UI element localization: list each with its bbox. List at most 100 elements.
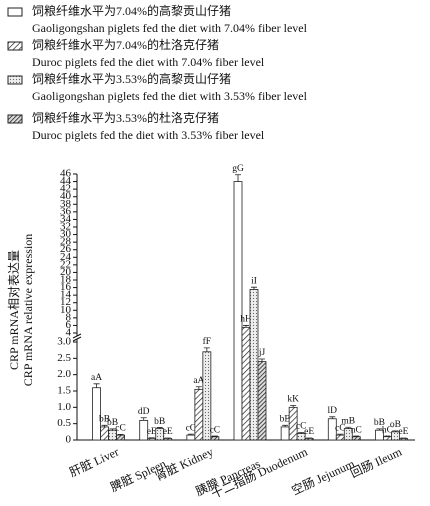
significance-label: bB: [374, 418, 385, 428]
significance-label: bB: [280, 414, 291, 424]
y-tick-label: 1.0: [57, 401, 71, 413]
error-bar: [392, 430, 399, 432]
legend-label: 饲粮纤维水平为7.04%的杜洛克仔猪: [32, 37, 219, 52]
bar: [163, 437, 173, 441]
y-tick-label: 26: [60, 243, 72, 255]
y-tick-label: 22: [60, 258, 71, 270]
y-tick-label: 2.0: [57, 368, 71, 380]
error-bar: [156, 427, 163, 429]
y-tick-label: 40: [60, 190, 72, 202]
significance-label: jJ: [258, 348, 266, 358]
legend-label: 饲粮纤维水平为3.53%的高黎贡山仔猪: [32, 71, 231, 86]
bar: [233, 181, 243, 441]
bar: [186, 434, 196, 441]
error-bar: [384, 435, 391, 437]
significance-label: eE: [398, 427, 408, 437]
significance-label: cC: [296, 422, 307, 432]
significance-label: eE: [147, 427, 157, 437]
y-label-group: CRP mRNA相对表达量 CRP mRNA relative expressi…: [7, 234, 35, 387]
significance-label: cC: [335, 423, 346, 433]
bar: [249, 289, 259, 441]
y-tick-label: 28: [60, 236, 72, 248]
significance-label: hC: [382, 425, 393, 435]
error-bar: [187, 433, 194, 436]
y-tick-label: 30: [60, 228, 72, 240]
x-tick-label: 回肠 Ileum: [348, 444, 404, 480]
y-tick-label: 16: [60, 281, 72, 293]
error-bar: [101, 424, 108, 427]
significance-label: iI: [251, 276, 257, 286]
significance-label: hH: [240, 315, 252, 325]
legend-swatch: [7, 114, 23, 124]
legend-swatch: [7, 75, 23, 85]
error-bar: [298, 432, 305, 434]
error-bar: [337, 433, 344, 436]
y-tick-label: 36: [60, 205, 72, 217]
y-axis-label-en: CRP mRNA relative expression: [21, 234, 35, 387]
y-tick-label: 32: [60, 221, 71, 233]
y-axis-label: CRP mRNA相对表达量: [7, 250, 21, 370]
y-tick-label: 0.5: [57, 417, 71, 429]
significance-label: aA: [91, 373, 102, 383]
bar: [335, 434, 345, 441]
y-tick-label: 42: [60, 183, 71, 195]
y-tick-label: 24: [60, 251, 72, 263]
y-tick-label: 18: [60, 274, 72, 286]
significance-label: nC: [351, 425, 362, 435]
y-tick-label: 3.0: [57, 336, 71, 348]
significance-label: eE: [304, 427, 314, 437]
y-tick-label: 0: [66, 434, 72, 446]
error-bar: [195, 386, 202, 390]
legend-label: 饲粮纤维水平为3.53%的杜洛克仔猪: [32, 110, 219, 125]
bar: [280, 426, 290, 441]
significance-label: cC: [210, 425, 221, 435]
y-tick-label: 2.5: [57, 352, 71, 364]
error-bar: [290, 404, 297, 408]
error-bar: [109, 428, 116, 431]
significance-label: cC: [186, 423, 197, 433]
x-tick-label: 空肠 Jejunum: [289, 456, 357, 498]
bar: [100, 426, 109, 441]
bar: [241, 326, 251, 441]
error-bar: [282, 424, 289, 427]
error-bar: [148, 437, 155, 439]
x-tick-label: 肝脏 Liver: [67, 444, 121, 480]
y-tick-label: 12: [60, 296, 71, 308]
legend-label-en: Gaoligongshan piglets fed the diet with …: [32, 89, 308, 103]
legend-label-en: Gaoligongshan piglets fed the diet with …: [32, 21, 308, 35]
y-tick-label: 46: [60, 168, 72, 180]
error-bar: [140, 417, 147, 421]
y-tick-label: 20: [60, 266, 72, 278]
bar: [257, 361, 267, 441]
error-bar: [117, 434, 124, 436]
legend-swatch: [7, 41, 23, 51]
significance-label: gG: [232, 164, 244, 174]
error-bar: [259, 358, 265, 362]
y-tick-label: 44: [60, 175, 72, 187]
error-bar: [345, 426, 352, 429]
y-tick-label: 1.5: [57, 385, 71, 397]
significance-label: eE: [163, 427, 173, 437]
significance-label: mB: [341, 416, 355, 426]
y-tick-label: 6: [66, 319, 72, 331]
y-tick-label: 4: [66, 327, 72, 339]
legend-label-en: Duroc piglets fed the diet with 3.53% fi…: [32, 128, 265, 142]
legend-label: 饲粮纤维水平为7.04%的高黎贡山仔猪: [32, 3, 231, 18]
y-tick-label: 10: [60, 304, 72, 316]
y-tick-label: 8: [66, 311, 72, 323]
significance-label: bB: [154, 417, 165, 427]
error-bar: [353, 435, 360, 437]
bar: [351, 436, 361, 441]
bar: [399, 437, 408, 441]
axis-break: [72, 336, 82, 342]
error-bar: [235, 174, 241, 182]
bar: [147, 437, 157, 441]
significance-label: dD: [138, 407, 150, 417]
significance-label: oB: [390, 420, 401, 430]
bar: [304, 437, 314, 441]
error-bar: [203, 347, 210, 352]
significance-label: bB: [107, 418, 118, 428]
significance-label: cC: [115, 424, 126, 434]
axis-break: [72, 333, 82, 339]
